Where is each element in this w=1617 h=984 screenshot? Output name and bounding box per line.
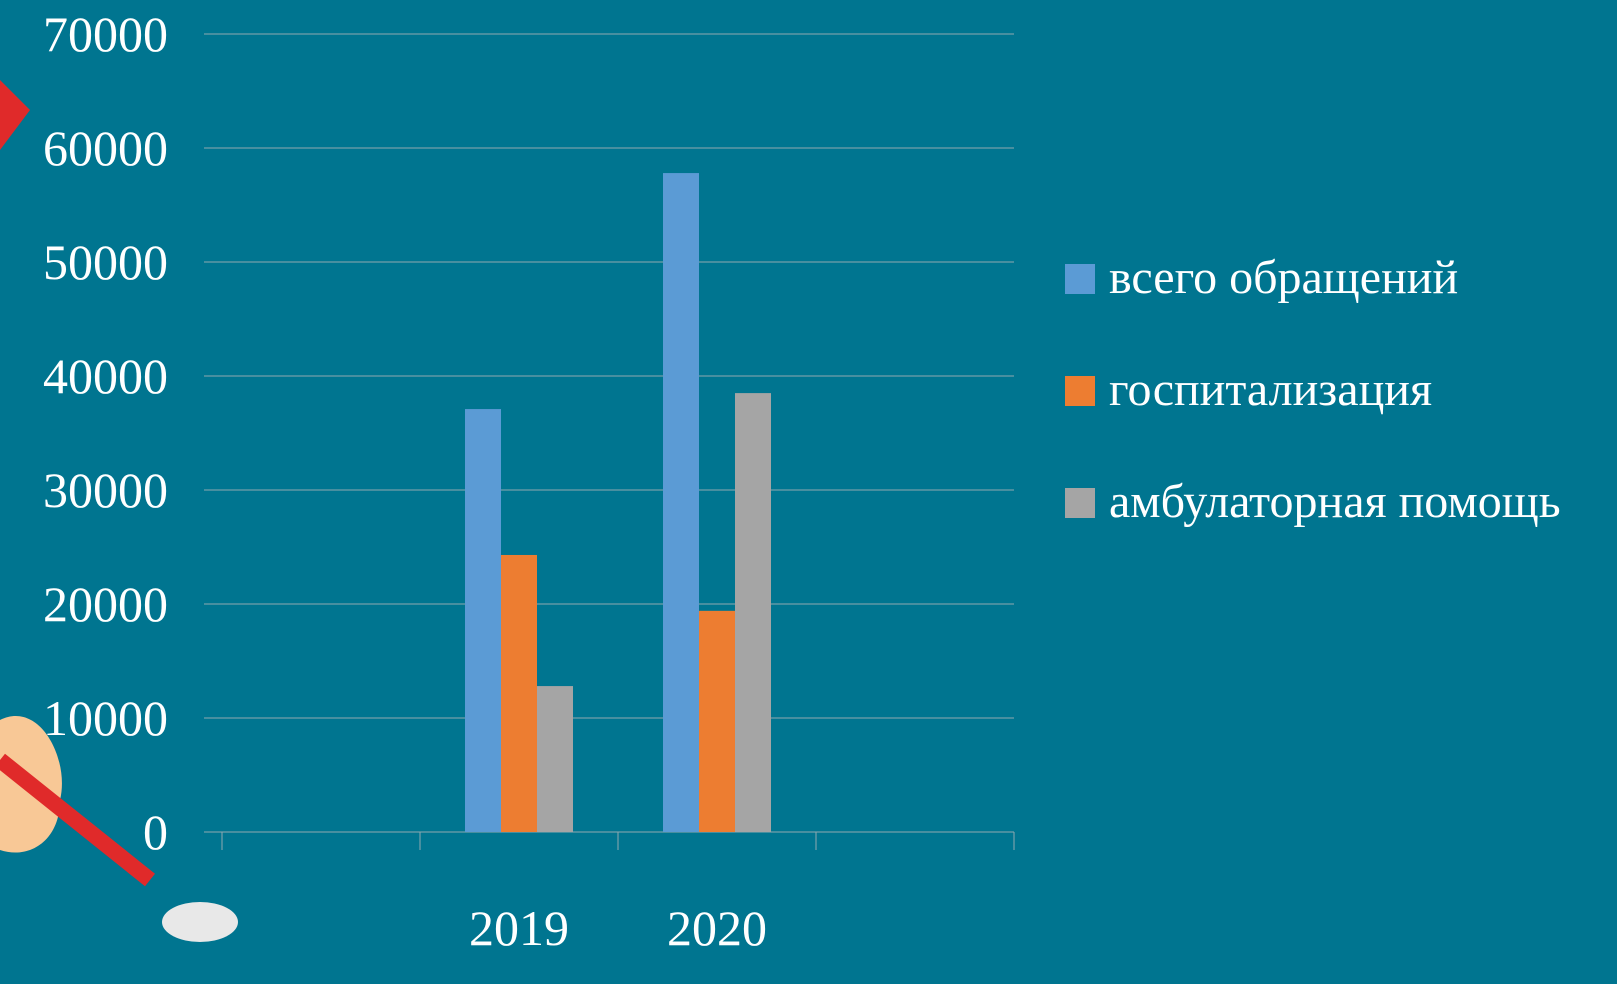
bar xyxy=(699,611,735,832)
legend-swatch xyxy=(1065,376,1095,406)
y-tick-label: 50000 xyxy=(43,234,168,290)
bar xyxy=(465,409,501,832)
x-tick-label: 2019 xyxy=(469,900,569,956)
y-tick-label: 20000 xyxy=(43,576,168,632)
page: 0 10000 20000 30000 40000 50000 60000 70000 2019… xyxy=(0,0,1617,979)
legend-item: госпитализация xyxy=(1065,362,1605,418)
y-tick-label: 40000 xyxy=(43,348,168,404)
legend-item: амбулаторная помощь xyxy=(1065,474,1605,530)
bar xyxy=(735,393,771,832)
bar xyxy=(537,686,573,832)
y-tick-label: 0 xyxy=(143,804,168,860)
y-tick-label: 30000 xyxy=(43,462,168,518)
legend-swatch xyxy=(1065,488,1095,518)
bar xyxy=(501,555,537,832)
y-tick-label: 60000 xyxy=(43,120,168,176)
y-tick-label: 70000 xyxy=(43,6,168,62)
legend-label: амбулаторная помощь xyxy=(1109,474,1589,530)
legend: всего обращений госпитализация амбулаторна… xyxy=(1065,250,1605,586)
y-tick-label: 10000 xyxy=(43,690,168,746)
x-tick-label: 2020 xyxy=(667,900,767,956)
bar xyxy=(663,173,699,832)
legend-swatch xyxy=(1065,264,1095,294)
legend-label: всего обращений xyxy=(1109,250,1589,306)
legend-label: госпитализация xyxy=(1109,362,1589,418)
legend-item: всего обращений xyxy=(1065,250,1605,306)
